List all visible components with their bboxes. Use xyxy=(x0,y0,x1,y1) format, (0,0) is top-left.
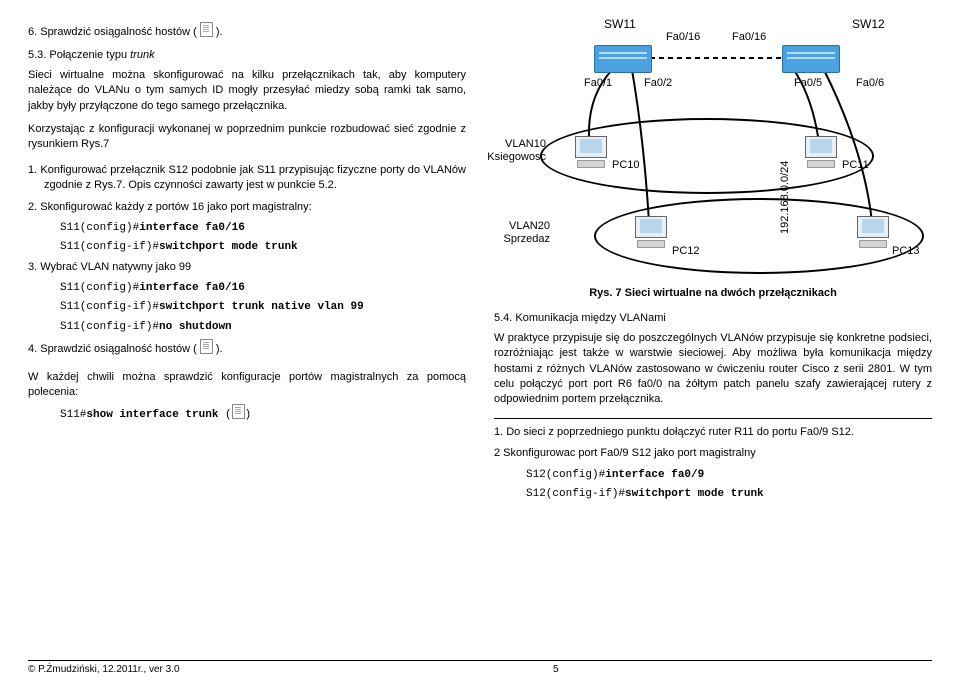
pc13 xyxy=(856,216,890,252)
vlan10a: VLAN10 xyxy=(505,138,546,150)
pc11-label: PC11 xyxy=(842,158,869,173)
step6-end: ). xyxy=(216,26,223,38)
switch-sw11 xyxy=(594,45,652,73)
para-53b: Korzystając z konfiguracji wykonanej w p… xyxy=(28,122,466,153)
doc-icon xyxy=(200,22,213,37)
c6e1: ( xyxy=(218,409,231,421)
vlan10b: Ksiegowosc xyxy=(487,151,546,163)
doc-icon xyxy=(200,339,213,354)
r-li1: 1. Do sieci z poprzedniego punktu dołącz… xyxy=(494,425,932,440)
label-fa01: Fa0/1 xyxy=(584,76,612,91)
step-6: 6. Sprawdzić osiągalność hostów ( ). xyxy=(28,22,466,40)
r-li2: 2 Skonfigurowac port Fa0/9 S12 jako port… xyxy=(494,446,932,461)
h53-italic: trunk xyxy=(130,49,154,61)
li4: 4. Sprawdzić osiągalność hostów ( ). xyxy=(28,339,466,357)
c4p: S11(config-if)# xyxy=(60,301,159,313)
c5b: no shutdown xyxy=(159,321,232,333)
c3b: interface fa0/16 xyxy=(139,282,245,294)
page-footer: © P.Żmudziński, 12.2011r., ver 3.0 5 xyxy=(28,660,932,677)
c2b: switchport mode trunk xyxy=(159,241,298,253)
code2: S11(config-if)#switchport mode trunk xyxy=(60,240,466,255)
label-fa016a: Fa0/16 xyxy=(666,30,700,45)
c3p: S11(config)# xyxy=(60,282,139,294)
para-last: W każdej chwili można sprawdzić konfigur… xyxy=(28,370,466,401)
para-54: W praktyce przypisuje się do poszczególn… xyxy=(494,331,932,408)
li4-text: 4. Sprawdzić osiągalność hostów ( xyxy=(28,343,197,355)
divider xyxy=(494,418,932,419)
label-fa06: Fa0/6 xyxy=(856,76,884,91)
label-fa02: Fa0/2 xyxy=(644,76,672,91)
h53-text: 5.3. Połączenie typu xyxy=(28,49,127,61)
c1p: S11(config)# xyxy=(60,222,139,234)
li2: 2. Skonfigurować każdy z portów 16 jako … xyxy=(28,200,466,215)
rcode1: S12(config)#interface fa0/9 xyxy=(526,468,932,483)
c6b: show interface trunk xyxy=(86,409,218,421)
c1b: interface fa0/16 xyxy=(139,222,245,234)
step6-text: 6. Sprawdzić osiągalność hostów ( xyxy=(28,26,197,38)
li4-end: ). xyxy=(216,343,223,355)
vlan20a: VLAN20 xyxy=(509,220,550,232)
switch-sw12 xyxy=(782,45,840,73)
c2p: S11(config-if)# xyxy=(60,241,159,253)
vlan20-label: VLAN20 Sprzedaz xyxy=(494,220,550,246)
network-diagram: SW11 SW12 Fa0/16 Fa0/16 Fa0/1 Fa0/2 Fa0/… xyxy=(494,20,914,280)
code4: S11(config-if)#switchport trunk native v… xyxy=(60,300,466,315)
pc10 xyxy=(574,136,608,172)
pc12 xyxy=(634,216,668,252)
footer-page: 5 xyxy=(553,663,559,677)
figure-caption: Rys. 7 Sieci wirtualne na dwóch przełącz… xyxy=(494,286,932,301)
code1: S11(config)#interface fa0/16 xyxy=(60,221,466,236)
label-sw12: SW12 xyxy=(852,16,885,33)
label-sw11: SW11 xyxy=(604,16,636,33)
rc1p: S12(config)# xyxy=(526,469,605,481)
rc2p: S12(config-if)# xyxy=(526,488,625,500)
li3: 3. Wybrać VLAN natywny jako 99 xyxy=(28,260,466,275)
rc1b: interface fa0/9 xyxy=(605,469,704,481)
footer-left: © P.Żmudziński, 12.2011r., ver 3.0 xyxy=(28,663,180,677)
vlan20b: Sprzedaz xyxy=(504,233,550,245)
code3: S11(config)#interface fa0/16 xyxy=(60,281,466,296)
heading-5-3: 5.3. Połączenie typu trunk xyxy=(28,48,466,63)
rcode2: S12(config-if)#switchport mode trunk xyxy=(526,487,932,502)
para-53: Sieci wirtualne można skonfigurować na k… xyxy=(28,68,466,114)
code5: S11(config-if)#no shutdown xyxy=(60,320,466,335)
heading-5-4: 5.4. Komunikacja między VLANami xyxy=(494,311,932,326)
pc11 xyxy=(804,136,838,172)
rc2b: switchport mode trunk xyxy=(625,488,764,500)
c5p: S11(config-if)# xyxy=(60,321,159,333)
pc10-label: PC10 xyxy=(612,158,640,173)
code6: S11#show interface trunk () xyxy=(60,404,466,423)
c4b: switchport trunk native vlan 99 xyxy=(159,301,364,313)
vlan10-label: VLAN10 Ksiegowosc xyxy=(484,138,546,164)
doc-icon xyxy=(232,404,245,419)
pc12-label: PC12 xyxy=(672,244,700,259)
li1: 1. Konfigurować przełącznik S12 podobnie… xyxy=(28,163,466,194)
c6e2: ) xyxy=(245,409,252,421)
pc13-label: PC13 xyxy=(892,244,920,259)
label-fa05: Fa0/5 xyxy=(794,76,822,91)
subnet-label: 192.168.0.0/24 xyxy=(778,161,793,234)
label-fa016b: Fa0/16 xyxy=(732,30,766,45)
c6p: S11# xyxy=(60,409,86,421)
